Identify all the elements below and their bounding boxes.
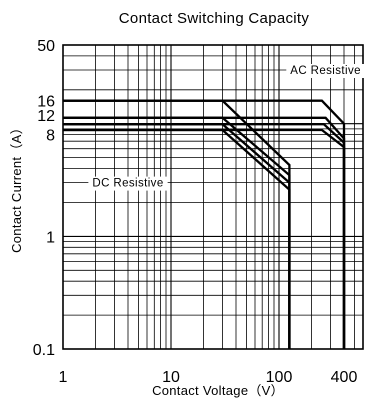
x-tick-label: 10	[162, 369, 180, 386]
series-group	[63, 99, 346, 349]
series-line-5	[63, 99, 291, 349]
annotation: AC Resistive	[286, 64, 365, 78]
x-tick-label: 1	[59, 369, 68, 386]
annotation-bg	[286, 64, 365, 78]
annotation-label: DC Resistive	[92, 178, 163, 190]
y-tick-label: 50	[37, 38, 55, 55]
y-tick-label: 12	[37, 108, 55, 125]
plot-frame	[62, 44, 364, 350]
y-tick-label: 0.1	[33, 342, 55, 359]
annotations: AC Resistive DC Resistive	[88, 64, 365, 191]
y-tick-label: 16	[37, 94, 55, 111]
y-axis-label: Contact Current（A）	[9, 121, 24, 253]
grid	[63, 45, 363, 349]
y-tick-label: 1	[46, 229, 55, 246]
annotation-bg	[88, 176, 168, 191]
annotation-label: AC Resistive	[290, 65, 361, 77]
chart-title: Contact Switching Capacity	[119, 10, 310, 27]
y-tick-label: 8	[46, 128, 55, 145]
annotation: DC Resistive	[88, 176, 168, 191]
x-axis-label: Contact Voltage（V）	[152, 383, 284, 398]
x-tick-label: 400	[331, 369, 358, 386]
x-tick-label: 100	[266, 369, 293, 386]
series-line-8	[63, 128, 291, 349]
